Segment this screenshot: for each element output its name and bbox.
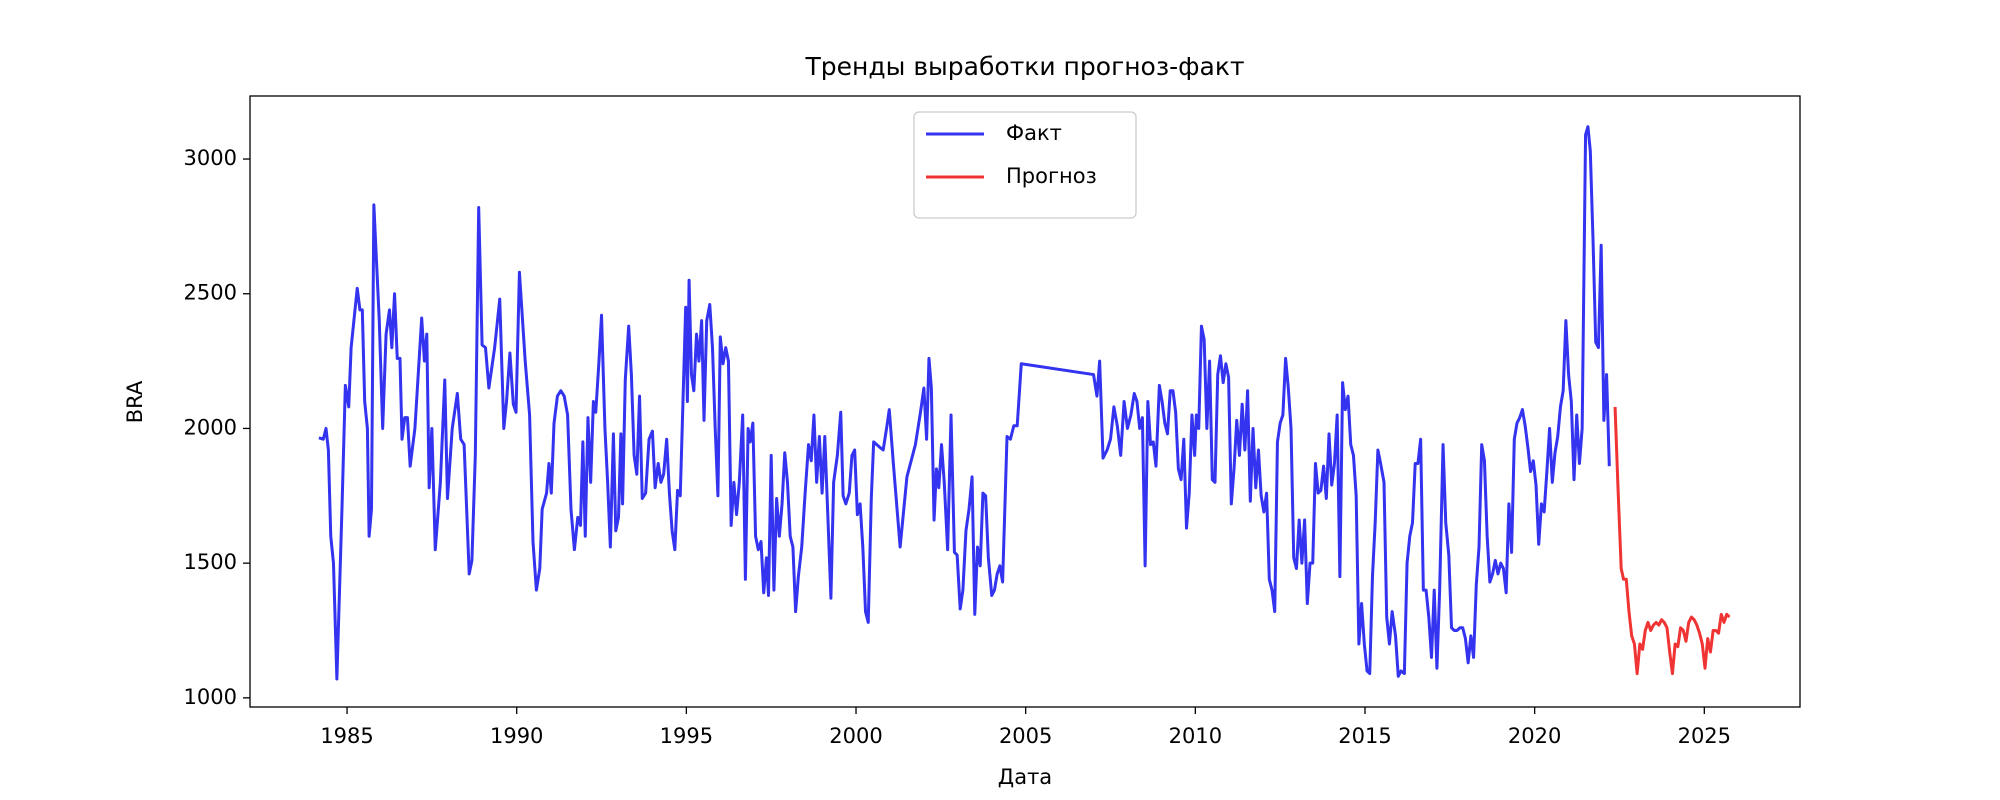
x-tick-label: 1995 [660,724,713,748]
legend-label: Прогноз [1006,164,1097,188]
legend: Факт Прогноз [913,111,1137,219]
y-axis-label: BRA [123,380,147,423]
y-tick-label: 1000 [184,685,237,709]
series-line [318,125,1611,681]
y-tick-label: 2000 [184,415,237,439]
legend-box [913,111,1137,219]
plot-frame [249,95,1801,708]
x-axis-label: Дата [998,765,1052,789]
series-line [1613,406,1731,676]
x-tick-label: 2000 [829,724,882,748]
x-tick-label: 2020 [1508,724,1561,748]
x-tick-label: 2010 [1169,724,1222,748]
x-tick-label: 2015 [1338,724,1391,748]
x-tick-label: 1985 [320,724,373,748]
legend-label: Факт [1006,121,1062,145]
chart-title: Тренды выработки прогноз-факт [804,52,1244,81]
x-tick-label: 1990 [490,724,543,748]
x-tick-label: 2025 [1678,724,1731,748]
x-tick-label: 2005 [999,724,1052,748]
y-tick-label: 2500 [184,281,237,305]
y-tick-label: 3000 [184,146,237,170]
y-tick-label: 1500 [184,550,237,574]
